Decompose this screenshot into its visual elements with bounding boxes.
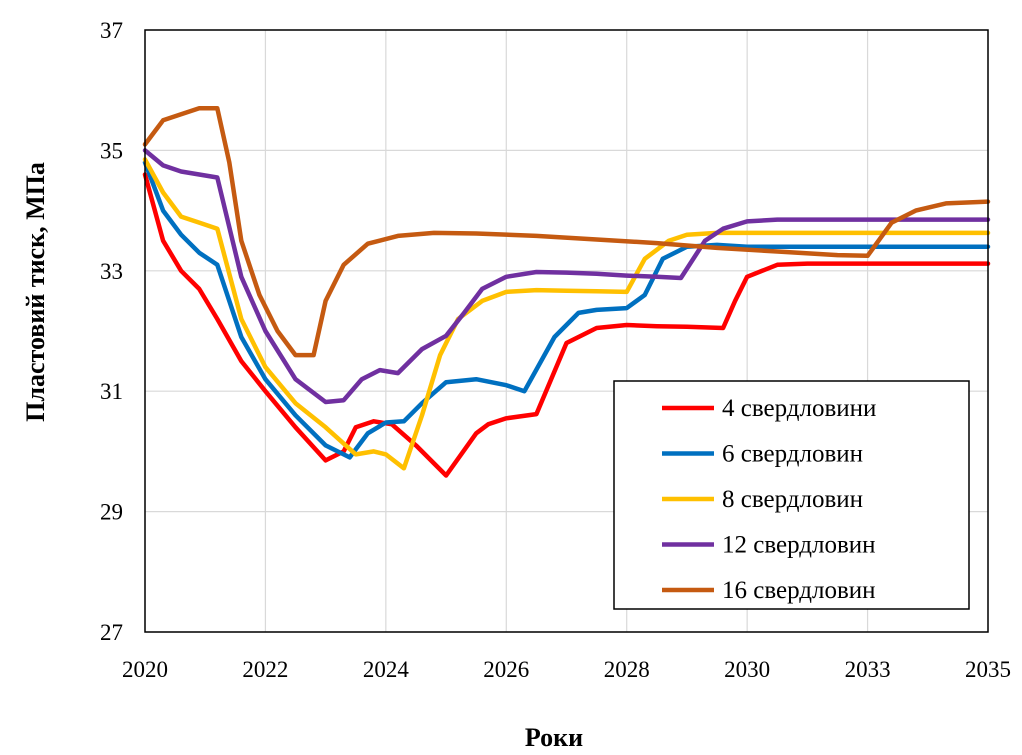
legend-box bbox=[613, 380, 970, 610]
legend-items: 4 свердловини 6 свердловин 8 свердловин 12 … bbox=[662, 395, 876, 604]
x-tick-label: 2033 bbox=[845, 657, 891, 682]
y-tick-label: 33 bbox=[100, 259, 123, 284]
x-tick-label: 2030 bbox=[724, 657, 770, 682]
x-tick-label: 2022 bbox=[242, 657, 288, 682]
series-line-4 bbox=[142, 148, 991, 405]
y-tick-label: 37 bbox=[100, 18, 123, 43]
legend-label-1: 4 свердловини bbox=[722, 395, 876, 422]
legend-label-4: 12 свердловин bbox=[722, 532, 876, 559]
x-tick-label: 2028 bbox=[604, 657, 650, 682]
y-tick-label: 35 bbox=[100, 138, 123, 163]
x-axis-ticks: 2020 2022 2024 2026 2028 2030 2033 2035 bbox=[122, 657, 1011, 682]
series-lines bbox=[142, 106, 991, 478]
series-line-1 bbox=[142, 172, 991, 478]
y-tick-label: 31 bbox=[100, 379, 123, 404]
legend-label-2: 6 свердловин bbox=[722, 441, 863, 468]
x-tick-label: 2024 bbox=[363, 657, 410, 682]
x-tick-label: 2020 bbox=[122, 657, 168, 682]
x-axis-title: Роки bbox=[525, 723, 583, 752]
x-tick-label: 2035 bbox=[965, 657, 1011, 682]
y-axis-title: Пластовий тиск, МПа bbox=[21, 162, 50, 422]
y-tick-label: 29 bbox=[100, 500, 123, 525]
y-tick-label: 27 bbox=[100, 620, 123, 645]
legend: 4 свердловини 6 свердловин 8 свердловин 12 … bbox=[613, 380, 970, 610]
x-tick-label: 2026 bbox=[483, 657, 529, 682]
series-line-5 bbox=[142, 106, 991, 358]
legend-label-5: 16 свердловин bbox=[722, 577, 876, 604]
legend-label-3: 8 свердловин bbox=[722, 486, 863, 513]
plot-area-border bbox=[144, 29, 989, 633]
series-line-2 bbox=[142, 160, 991, 460]
y-axis-ticks: 27 29 31 33 35 37 bbox=[100, 18, 123, 645]
